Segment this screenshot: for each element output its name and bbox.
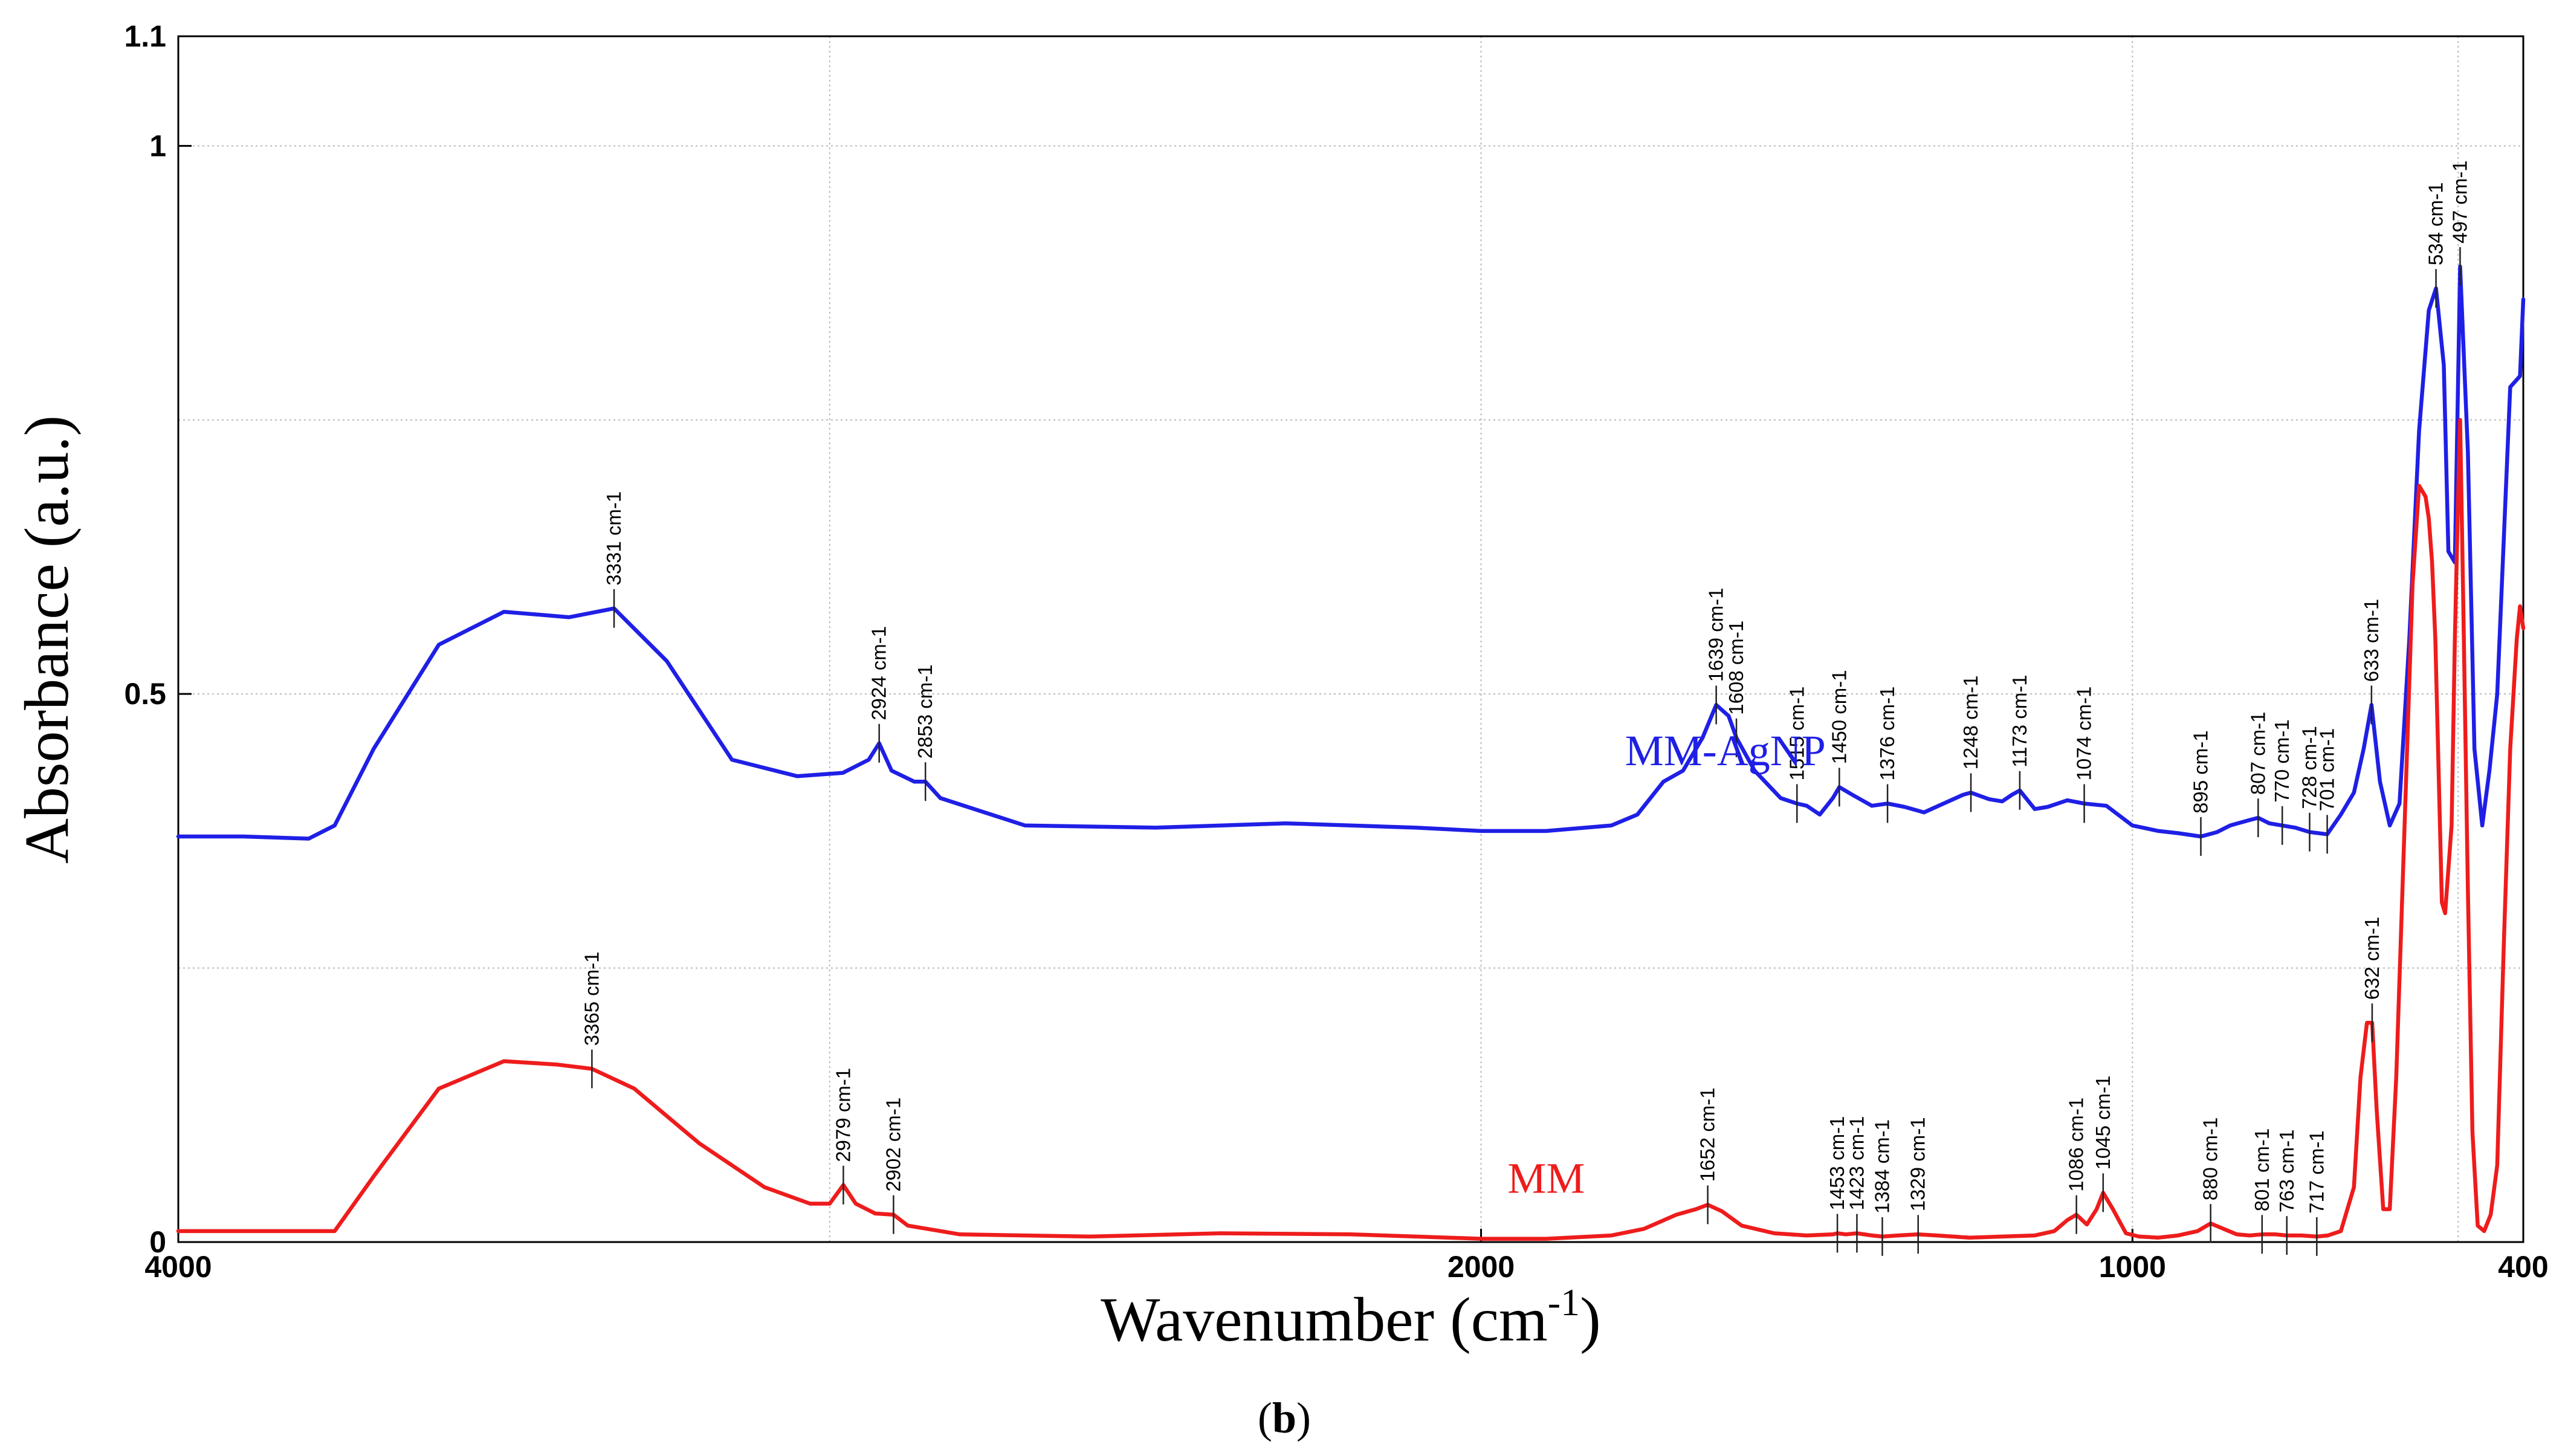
peak-label: 1423 cm-1: [1845, 1116, 1868, 1211]
y-axis: 0 0.5 1 1.1: [124, 19, 192, 1259]
peak-label: 1515 cm-1: [1785, 687, 1808, 781]
x-axis-title-sup: -1: [1548, 1281, 1580, 1324]
series-label-mm: MM: [1507, 1154, 1585, 1202]
peak-label: 701 cm-1: [2316, 728, 2338, 812]
peak-label: 770 cm-1: [2271, 719, 2293, 803]
series-labels: MM-AgNP MM: [1507, 726, 1825, 1202]
peak-label: 1384 cm-1: [1871, 1119, 1894, 1214]
peak-label: 1639 cm-1: [1705, 587, 1727, 682]
x-tick-label: 1000: [2099, 1250, 2166, 1284]
peak-label: 807 cm-1: [2246, 712, 2269, 795]
y-tick-label: 0.5: [124, 677, 166, 711]
peak-label: 3331 cm-1: [603, 491, 625, 586]
peak-label: 895 cm-1: [2190, 730, 2212, 814]
peak-label: 633 cm-1: [2360, 599, 2382, 682]
x-axis-title: Wavenumber (cm-1): [1101, 1281, 1600, 1354]
peak-label: 2902 cm-1: [882, 1098, 904, 1192]
peak-label: 1045 cm-1: [2092, 1075, 2114, 1170]
peak-label: 632 cm-1: [2361, 917, 2383, 1000]
y-axis-title: Absorbance (a.u.): [12, 415, 82, 864]
peak-label: 1248 cm-1: [1959, 675, 1982, 769]
peak-label: 1376 cm-1: [1876, 687, 1898, 781]
peak-label: 1652 cm-1: [1696, 1087, 1719, 1182]
x-axis-title-text: Wavenumber (cm: [1101, 1285, 1548, 1354]
peak-label: 3365 cm-1: [580, 951, 603, 1046]
y-tick-label: 1: [149, 129, 166, 163]
peak-label: 1450 cm-1: [1828, 670, 1850, 764]
x-tick-label: 2000: [1447, 1250, 1515, 1284]
peak-label: 717 cm-1: [2305, 1130, 2327, 1214]
peak-label: 1329 cm-1: [1907, 1117, 1929, 1211]
x-tick-label: 4000: [144, 1250, 212, 1284]
y-tick-label: 1.1: [124, 19, 166, 53]
peak-label: 1074 cm-1: [2073, 687, 2095, 781]
x-axis-title-close: ): [1580, 1285, 1601, 1354]
series-group: [176, 264, 2526, 1241]
peak-label: 2924 cm-1: [868, 626, 890, 720]
peak-label: 2979 cm-1: [832, 1068, 854, 1162]
series-label-mm-agnp: MM-AgNP: [1625, 726, 1826, 775]
peak-label: 1173 cm-1: [2008, 675, 2031, 767]
peak-label: 763 cm-1: [2275, 1130, 2298, 1213]
peak-label: 1453 cm-1: [1826, 1116, 1848, 1211]
peak-label: 2853 cm-1: [914, 664, 936, 759]
series-line-mm-agnp: [176, 264, 2526, 841]
x-tick-label: 400: [2498, 1250, 2548, 1284]
peak-annotations: 3331 cm-1 2924 cm-1 2853 cm-1 1639 cm-11608…: [580, 160, 2471, 1256]
peak-label: 497 cm-1: [2449, 160, 2471, 244]
panel-label: (b): [1258, 1394, 1311, 1442]
peak-label: 1608 cm-1: [1725, 621, 1747, 715]
plot-frame: [177, 35, 2524, 1243]
peak-label: 728 cm-1: [2298, 726, 2321, 809]
peak-label: 801 cm-1: [2251, 1128, 2273, 1212]
series-line-mm: [176, 418, 2526, 1241]
peak-label: 534 cm-1: [2425, 183, 2447, 266]
peak-label: 1086 cm-1: [2065, 1098, 2088, 1192]
x-axis: 4000 2000 1000 400: [144, 1229, 2549, 1284]
grid-lines: [178, 36, 2523, 1242]
peak-label: 880 cm-1: [2199, 1118, 2222, 1201]
y-tick-label: 0: [149, 1225, 166, 1259]
